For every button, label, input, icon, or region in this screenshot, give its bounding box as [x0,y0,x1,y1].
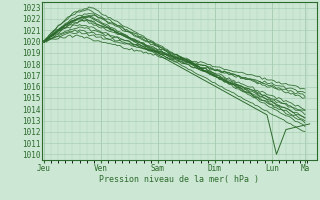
X-axis label: Pression niveau de la mer( hPa ): Pression niveau de la mer( hPa ) [99,175,259,184]
